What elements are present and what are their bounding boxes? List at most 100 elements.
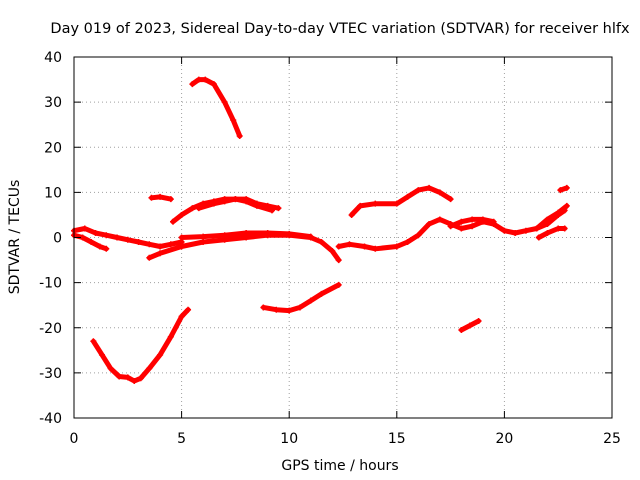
data-point	[178, 211, 185, 218]
data-point	[286, 307, 293, 314]
data-point	[210, 200, 217, 207]
data-point	[544, 229, 551, 236]
data-point	[346, 241, 353, 248]
grid	[74, 57, 612, 418]
data-point	[393, 243, 400, 250]
x-tick-label: 5	[177, 431, 186, 447]
series-arc-1	[71, 225, 185, 250]
data-point	[178, 243, 185, 250]
data-point	[533, 225, 540, 232]
data-point	[157, 250, 164, 257]
data-point	[178, 234, 185, 241]
data-point	[426, 184, 433, 191]
data-point	[268, 207, 275, 214]
y-tick-label: 0	[53, 231, 62, 247]
data-point	[335, 281, 342, 288]
data-point	[137, 375, 144, 382]
data-point	[146, 241, 153, 248]
data-point	[404, 239, 411, 246]
data-point	[178, 313, 185, 320]
data-point	[221, 198, 228, 205]
data-point	[273, 306, 280, 313]
data-point	[415, 187, 422, 194]
y-tick-label: 30	[44, 95, 62, 111]
series-arc-11	[335, 207, 568, 252]
x-axis-label: GPS time / hours	[281, 458, 398, 474]
data-point	[243, 198, 250, 205]
series-arc-5	[178, 229, 314, 241]
data-point	[469, 216, 476, 223]
series-arc-10	[260, 281, 342, 314]
data-point	[361, 243, 368, 250]
data-point	[202, 76, 209, 83]
data-point	[253, 202, 260, 209]
x-tick-label: 10	[280, 431, 298, 447]
data-point	[81, 225, 88, 232]
data-point	[447, 223, 454, 230]
series-arc-12	[348, 184, 454, 218]
data-point	[169, 218, 176, 225]
data-point	[404, 193, 411, 200]
data-point	[116, 373, 123, 380]
data-point	[189, 205, 196, 212]
data-point	[103, 232, 110, 239]
series-line	[146, 232, 342, 263]
data-point	[232, 196, 239, 203]
data-point	[236, 132, 243, 139]
x-axis: 0 5 10 15 20 25	[70, 57, 621, 447]
data-point	[307, 297, 314, 304]
data-point	[96, 243, 103, 250]
data-point	[243, 229, 250, 236]
y-axis: -40 -30 -20 -10 0 10 20 30 40	[39, 50, 612, 427]
series-arc-6	[148, 193, 174, 203]
data-point	[501, 227, 508, 234]
series-arc-13	[447, 216, 497, 230]
data-point	[103, 245, 110, 252]
y-tick-label: -30	[39, 366, 62, 382]
data-series	[71, 76, 570, 384]
data-point	[124, 236, 131, 243]
data-point	[157, 243, 164, 250]
data-point	[167, 196, 174, 203]
y-tick-label: 20	[44, 140, 62, 156]
data-point	[447, 196, 454, 203]
data-point	[393, 200, 400, 207]
data-point	[555, 225, 562, 232]
x-tick-label: 0	[70, 431, 79, 447]
x-tick-label: 25	[603, 431, 621, 447]
data-point	[92, 229, 99, 236]
series-line	[336, 207, 568, 252]
data-point	[372, 200, 379, 207]
data-point	[264, 229, 271, 236]
data-point	[475, 317, 482, 324]
data-point	[535, 234, 542, 241]
series-line	[536, 226, 568, 240]
data-point	[189, 81, 196, 88]
series-arc-14	[458, 317, 482, 334]
data-point	[458, 218, 465, 225]
data-point	[221, 232, 228, 239]
data-point	[114, 234, 121, 241]
data-point	[357, 202, 364, 209]
data-point	[426, 220, 433, 227]
data-point	[469, 223, 476, 230]
data-point	[555, 209, 562, 216]
data-point	[200, 233, 207, 240]
data-point	[479, 216, 486, 223]
data-point	[490, 218, 497, 225]
data-point	[167, 241, 174, 248]
x-tick-label: 20	[495, 431, 513, 447]
series-arc-16	[557, 184, 570, 194]
data-point	[561, 225, 568, 232]
data-point	[146, 254, 153, 261]
data-point	[307, 233, 314, 240]
data-point	[195, 76, 202, 83]
data-point	[436, 216, 443, 223]
data-point	[200, 239, 207, 246]
data-point	[458, 327, 465, 334]
data-point	[107, 365, 114, 372]
data-point	[415, 232, 422, 239]
data-point	[221, 99, 228, 106]
x-tick-label: 15	[388, 431, 406, 447]
data-point	[348, 211, 355, 218]
